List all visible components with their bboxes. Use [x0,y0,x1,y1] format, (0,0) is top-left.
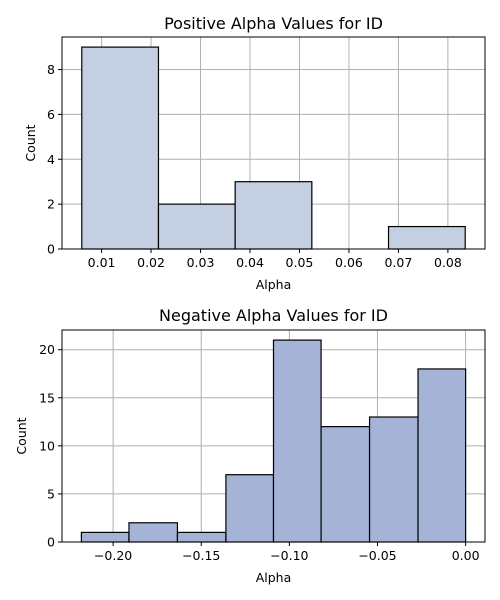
negative-alpha-histogram: Negative Alpha Values for ID −0.20 −0.15−… [14,306,486,585]
x-tick-label: 0.06 [335,255,363,270]
histogram-bar [417,368,467,543]
y-tick-label: 8 [47,62,55,77]
bars [81,46,466,250]
x-tick-label: 0.00 [452,548,480,563]
bars [80,339,467,543]
y-tick-label: 2 [47,197,55,212]
histogram-bar [176,531,227,543]
axes-frame [61,36,486,250]
y-tick-label: 15 [39,390,55,405]
histogram-bar [81,46,160,250]
x-axis-label: Alpha [256,277,292,292]
x-tick-label: 0.08 [434,255,462,270]
y-ticks: 0 5 10 15 20 [39,342,62,550]
x-axis-label: Alpha [256,570,292,585]
histogram-bar [80,531,130,543]
y-axis-label: Count [14,417,29,454]
x-tick-label: −0.05 [358,548,396,563]
histogram-bar [157,203,236,250]
histogram-bar [272,339,322,543]
y-tick-label: 4 [47,152,55,167]
x-tick-label: 0.03 [187,255,215,270]
histogram-bar [387,225,466,250]
y-tick-label: 0 [47,242,55,257]
y-tick-label: 20 [39,342,55,357]
histogram-bar [320,426,371,543]
histogram-bar [225,474,275,543]
histogram-bar [128,522,179,543]
x-tick-label: −0.10 [270,548,308,563]
chart-title: Negative Alpha Values for ID [159,306,388,325]
x-tick-label: 0.04 [236,255,264,270]
axes-frame [61,329,486,543]
x-tick-label: 0.05 [286,255,314,270]
chart-title: Positive Alpha Values for ID [164,14,383,33]
y-tick-label: 6 [47,107,55,122]
x-ticks: 0.01 0.02 0.03 0.04 0.05 0.06 0.07 0.08 [88,249,462,270]
positive-alpha-histogram: Positive Alpha Values for ID 0.01 0.02 0.0… [23,14,486,292]
x-tick-label: 0.07 [384,255,412,270]
x-ticks: −0.20 −0.15 −0.10 −0.05 0.00 [94,542,480,563]
x-tick-label: 0.02 [137,255,165,270]
x-tick-label: −0.20 [94,548,132,563]
y-tick-label: 5 [47,486,55,501]
y-ticks: 0 2 4 6 8 [47,62,62,257]
histogram-bar [234,181,313,250]
y-tick-label: 0 [47,535,55,550]
x-tick-label: −0.15 [182,548,220,563]
histogram-bar [368,416,419,543]
y-axis-label: Count [23,124,38,161]
y-tick-label: 10 [39,438,55,453]
x-tick-label: 0.01 [88,255,116,270]
